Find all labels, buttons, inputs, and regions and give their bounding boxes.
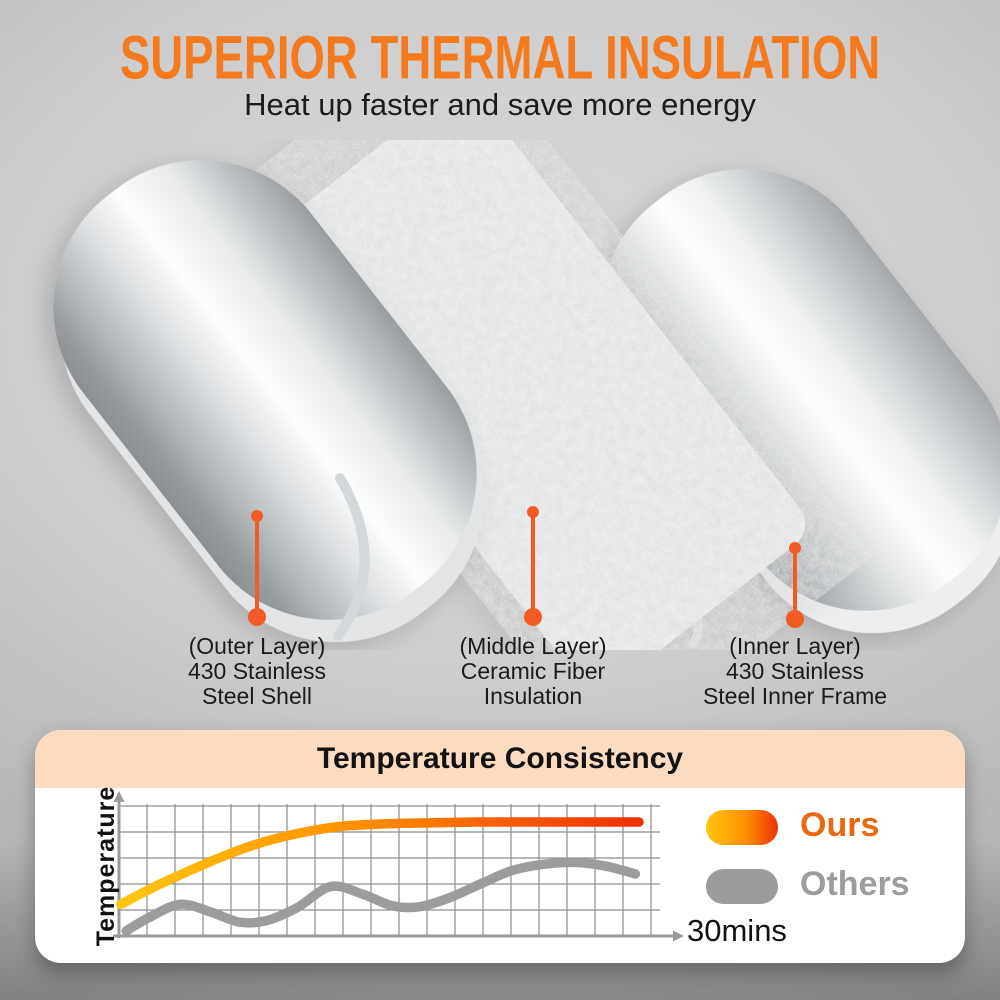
outer-layer-connector	[248, 510, 266, 626]
others-legend-swatch	[706, 869, 778, 904]
temperature-chart	[113, 791, 684, 942]
ours-legend-label: Ours	[800, 806, 880, 844]
connector-dot-top	[251, 510, 263, 522]
outer-tube-edge-curl	[333, 473, 370, 641]
middle-layer-insulation	[254, 140, 806, 650]
middle-layer-label-line2: Ceramic Fiber	[460, 658, 606, 684]
outer-layer-label-line1: (Outer Layer)	[188, 633, 326, 659]
inner-layer-tube	[601, 169, 1000, 634]
outer-layer-label-line2: 430 Stainless	[187, 658, 327, 684]
chart-x-axis-label: 30mins	[687, 913, 787, 948]
connector-dot-bottom	[786, 610, 804, 628]
inner-layer-label-line1: (Inner Layer)	[729, 633, 861, 659]
middle-layer-label-line1: (Middle Layer)	[459, 633, 607, 659]
panel-title: Temperature Consistency	[35, 730, 965, 788]
chart-y-axis-label: Temperature	[92, 785, 120, 947]
inner-layer-label-line2: 430 Stainless	[725, 658, 865, 684]
outer-layer-label-line3: Steel Shell	[202, 683, 312, 709]
connector-dot-bottom	[248, 608, 266, 626]
middle-layer-label: (Middle Layer) Ceramic Fiber Insulation	[393, 634, 673, 709]
layers-illustration	[53, 140, 1000, 650]
temperature-panel: Temperature Consistency Temperature 30mi…	[35, 730, 965, 963]
others-series-line	[121, 857, 641, 936]
middle-layer-connector	[524, 506, 542, 626]
outer-layer-tube	[53, 160, 484, 643]
ours-legend-swatch	[706, 810, 778, 845]
outer-layer-label: (Outer Layer) 430 Stainless Steel Shell	[117, 634, 397, 709]
inner-layer-label: (Inner Layer) 430 Stainless Steel Inner …	[655, 634, 935, 709]
ours-series-line	[116, 817, 644, 910]
inner-layer-label-line3: Steel Inner Frame	[702, 683, 888, 709]
x-axis-arrow	[673, 930, 684, 942]
inner-layer-connector	[786, 542, 804, 628]
others-legend-label: Others	[800, 865, 910, 903]
y-axis-arrow	[113, 791, 125, 802]
page-subtitle: Heat up faster and save more energy	[244, 87, 756, 122]
page-title: SUPERIOR THERMAL INSULATION	[119, 25, 881, 93]
middle-layer-label-line3: Insulation	[483, 683, 583, 709]
connector-dot-top	[789, 542, 801, 554]
connector-dot-bottom	[524, 608, 542, 626]
connector-dot-top	[527, 506, 539, 518]
